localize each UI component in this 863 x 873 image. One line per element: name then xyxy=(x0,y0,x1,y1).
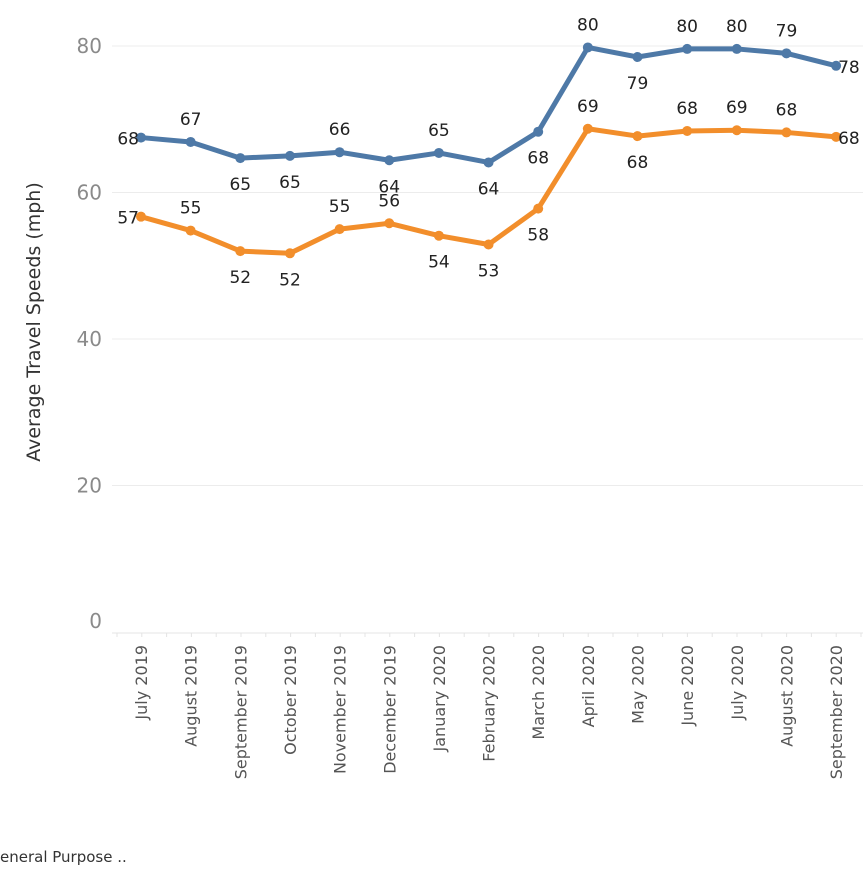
x-tick-label: May 2020 xyxy=(629,645,648,724)
data-label: 80 xyxy=(726,17,748,37)
data-label: 68 xyxy=(627,153,649,173)
x-tick-label: September 2019 xyxy=(231,645,250,779)
data-label: 78 xyxy=(838,58,860,78)
data-point xyxy=(831,131,842,142)
data-label: 66 xyxy=(329,120,351,140)
y-tick-label: 80 xyxy=(77,34,102,58)
data-label: 65 xyxy=(428,121,450,141)
data-label: 65 xyxy=(279,173,301,193)
data-label: 52 xyxy=(229,268,251,288)
data-label: 64 xyxy=(378,177,400,197)
x-tick-label: July 2019 xyxy=(132,645,151,721)
x-axis: July 2019 August 2019 September 2019 Octobe… xyxy=(112,632,863,779)
data-label: 79 xyxy=(627,74,649,94)
data-label: 69 xyxy=(577,97,599,117)
data-label: 80 xyxy=(577,15,599,35)
data-point xyxy=(582,42,593,53)
data-label: 55 xyxy=(180,199,202,219)
data-label: 68 xyxy=(117,130,139,150)
data-point xyxy=(582,123,593,134)
y-tick-label: 60 xyxy=(77,181,102,205)
data-label: 79 xyxy=(776,21,798,41)
data-point xyxy=(731,43,742,54)
data-point xyxy=(334,224,345,235)
data-point xyxy=(433,147,444,158)
y-tick-label: 20 xyxy=(77,474,102,498)
data-label: 53 xyxy=(478,262,500,282)
x-tick-label: November 2019 xyxy=(331,645,350,774)
data-point xyxy=(136,132,146,143)
series-lines xyxy=(138,44,839,256)
data-point xyxy=(781,48,792,59)
data-point xyxy=(185,225,196,236)
y-tick-label: 40 xyxy=(77,327,102,351)
data-label: 68 xyxy=(527,149,549,169)
data-label: 57 xyxy=(117,209,139,229)
data-point xyxy=(682,125,693,136)
data-point xyxy=(235,246,246,257)
data-point xyxy=(533,203,544,214)
data-label: 80 xyxy=(676,17,698,37)
data-point xyxy=(781,127,792,138)
data-labels: 68 67 65 65 66 64 65 64 68 80 79 80 80 79 78 57 55 52 52 55… xyxy=(117,15,859,290)
data-point xyxy=(831,60,842,71)
x-tick-label: December 2019 xyxy=(380,645,399,774)
data-label: 55 xyxy=(329,197,351,217)
data-point xyxy=(433,230,444,241)
series-points xyxy=(136,42,842,259)
data-point xyxy=(483,239,494,250)
data-label: 67 xyxy=(180,110,202,130)
data-point xyxy=(632,51,643,62)
x-tick-label: July 2020 xyxy=(728,645,747,721)
data-label: 68 xyxy=(776,100,798,120)
data-label: 65 xyxy=(229,175,251,195)
x-tick-label: January 2020 xyxy=(430,645,449,752)
data-point xyxy=(632,131,643,142)
data-point xyxy=(533,126,544,137)
data-label: 56 xyxy=(378,191,400,211)
data-label: 68 xyxy=(676,99,698,119)
data-point xyxy=(682,43,693,54)
data-point xyxy=(185,136,196,147)
data-label: 68 xyxy=(838,129,860,149)
data-point xyxy=(136,211,146,222)
x-tick-label: March 2020 xyxy=(529,645,548,740)
data-point xyxy=(384,155,395,166)
x-tick-label: August 2019 xyxy=(182,645,201,747)
data-point xyxy=(731,125,742,136)
data-point xyxy=(284,150,295,161)
y-axis-ticks: 0 20 40 60 80 xyxy=(77,34,102,633)
data-label: 69 xyxy=(726,98,748,118)
y-tick-label: 0 xyxy=(89,609,102,633)
data-label: 64 xyxy=(478,179,500,199)
x-tick-label: April 2020 xyxy=(579,645,598,727)
legend-note[interactable]: eneral Purpose .. xyxy=(0,848,127,866)
x-tick-label: June 2020 xyxy=(678,645,697,727)
x-tick-label: August 2020 xyxy=(777,645,796,747)
data-point xyxy=(284,248,295,259)
data-label: 52 xyxy=(279,270,301,290)
data-point xyxy=(384,218,395,229)
data-point xyxy=(334,147,345,158)
data-label: 58 xyxy=(527,226,549,246)
data-point xyxy=(483,157,494,168)
x-tick-label: September 2020 xyxy=(827,645,846,779)
data-point xyxy=(235,153,246,164)
data-label: 54 xyxy=(428,253,450,273)
x-tick-label: October 2019 xyxy=(281,645,300,755)
x-tick-label: February 2020 xyxy=(480,645,499,762)
y-axis-label: Average Travel Speeds (mph) xyxy=(23,182,45,462)
